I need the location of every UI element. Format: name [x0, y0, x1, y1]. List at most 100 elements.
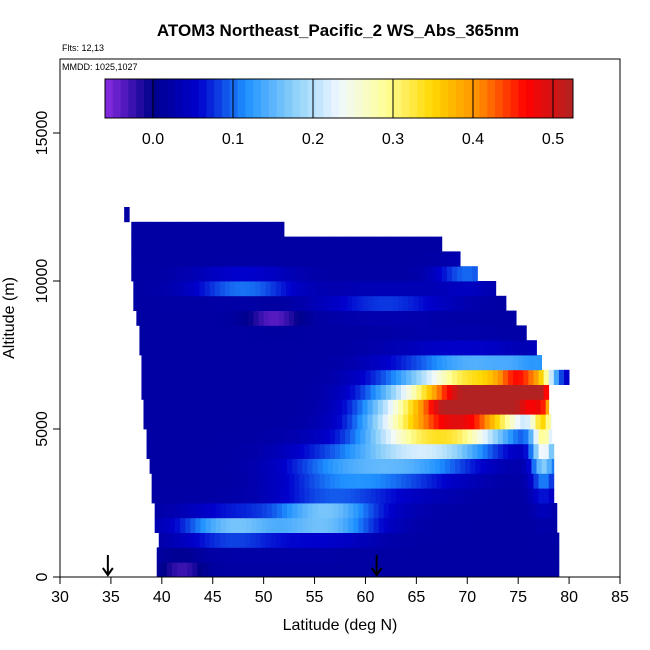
- heat-cell: [253, 221, 259, 237]
- heat-cell: [428, 414, 435, 430]
- heat-cell: [202, 221, 209, 237]
- heat-cell: [474, 399, 480, 415]
- heat-cell: [258, 562, 265, 578]
- heat-cell: [360, 562, 366, 578]
- heat-cell: [275, 399, 282, 415]
- heat-cell: [345, 236, 351, 252]
- heat-cell: [326, 532, 333, 548]
- colorbar-segment: [502, 79, 512, 118]
- heat-cell: [275, 532, 282, 548]
- heat-cell: [187, 266, 193, 282]
- heat-cell: [169, 517, 176, 533]
- heat-cell: [564, 369, 570, 385]
- heat-cell: [258, 266, 265, 282]
- heat-cell: [482, 369, 489, 385]
- heat-cell: [434, 340, 441, 356]
- heat-cell: [207, 355, 214, 371]
- heat-cell: [393, 340, 400, 356]
- heat-cell: [439, 517, 446, 533]
- heat-cell: [217, 251, 224, 267]
- heat-cell: [243, 310, 249, 326]
- heat-cell: [141, 384, 147, 400]
- heat-cell: [166, 221, 173, 237]
- heat-cell: [495, 325, 502, 341]
- heat-cell: [253, 473, 259, 489]
- heat-cell: [448, 281, 455, 297]
- colorbar-segment: [206, 79, 215, 118]
- heat-cell: [353, 517, 359, 533]
- colorbar-segment: [526, 79, 535, 118]
- heat-cell: [238, 236, 244, 252]
- heat-cell: [370, 488, 377, 504]
- heat-cell: [543, 429, 550, 445]
- heat-cell: [265, 399, 272, 415]
- heat-cell: [278, 355, 285, 371]
- x-tick-label: 70: [458, 589, 476, 606]
- heat-cell: [280, 399, 287, 415]
- heat-cell: [347, 532, 353, 548]
- heat-cell: [490, 340, 497, 356]
- heat-cell: [281, 517, 288, 533]
- heat-cell: [482, 310, 489, 326]
- heat-cell: [319, 355, 326, 371]
- heat-cell: [273, 384, 280, 400]
- heat-cell: [217, 429, 224, 445]
- heat-cell: [156, 266, 163, 282]
- heat-cell: [497, 429, 504, 445]
- heat-cell: [467, 310, 473, 326]
- heat-cell: [233, 221, 239, 237]
- heat-cell: [373, 458, 380, 474]
- heat-cell: [301, 281, 307, 297]
- heat-cell: [263, 429, 270, 445]
- heat-cell: [558, 369, 565, 385]
- heat-cell: [497, 473, 504, 489]
- heat-cell: [175, 503, 181, 519]
- heat-cell: [309, 384, 315, 400]
- colorbar-segment: [245, 79, 254, 118]
- heat-cell: [340, 488, 346, 504]
- heat-cell: [214, 532, 221, 548]
- colorbar-segment: [495, 79, 504, 118]
- heat-cell: [316, 399, 323, 415]
- heat-cell: [177, 488, 183, 504]
- heat-cell: [426, 443, 433, 459]
- heat-cell: [523, 369, 529, 385]
- heat-cell: [224, 281, 231, 297]
- heat-cell: [454, 295, 460, 311]
- heat-cell: [441, 369, 448, 385]
- heat-cell: [439, 458, 446, 474]
- heat-cell: [480, 503, 486, 519]
- heat-cell: [161, 429, 168, 445]
- heat-cell: [350, 251, 356, 267]
- heat-cell: [166, 562, 173, 578]
- heat-cell: [136, 236, 142, 252]
- heat-cell: [487, 547, 494, 563]
- heat-cell: [449, 503, 456, 519]
- heat-cell: [375, 355, 382, 371]
- heat-cell: [340, 266, 346, 282]
- heat-cell: [192, 369, 198, 385]
- heat-cell: [177, 473, 183, 489]
- heat-cell: [314, 443, 321, 459]
- heat-cell: [212, 236, 219, 252]
- heat-cell: [390, 236, 397, 252]
- heat-cell: [144, 325, 150, 341]
- colorbar-segment: [432, 79, 441, 118]
- heat-cell: [141, 251, 147, 267]
- heat-cell: [190, 517, 196, 533]
- heat-cell: [404, 503, 410, 519]
- heat-cell: [319, 562, 326, 578]
- heat-cell: [304, 251, 310, 267]
- heat-cell: [431, 473, 438, 489]
- heat-cell: [243, 384, 249, 400]
- heat-cell: [297, 325, 303, 341]
- heat-cell: [230, 532, 236, 548]
- heat-cell: [462, 473, 468, 489]
- heat-cell: [518, 443, 524, 459]
- heat-cell: [248, 266, 254, 282]
- heat-cell: [299, 355, 305, 371]
- flight-marker-arrow: [102, 555, 114, 577]
- heat-cell: [278, 547, 285, 563]
- heat-cell: [238, 429, 244, 445]
- heat-cell: [332, 325, 339, 341]
